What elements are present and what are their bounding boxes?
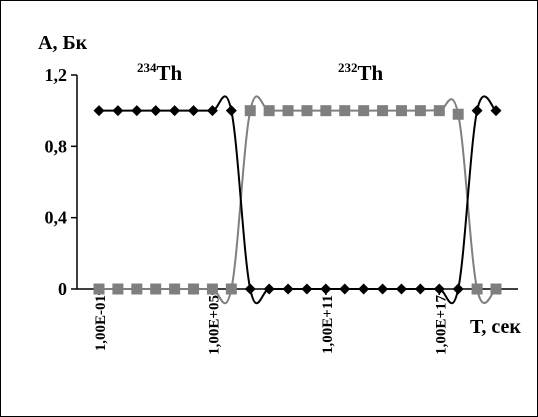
- y-axis-label: А, Бк: [38, 32, 88, 54]
- x-axis-label: Т, сек: [470, 316, 521, 338]
- square-marker: [150, 283, 162, 295]
- square-marker: [320, 105, 332, 117]
- square-marker: [131, 283, 143, 295]
- diamond-marker: [169, 105, 181, 117]
- series-2-line: [99, 95, 497, 305]
- y-tick-label: 0,8: [45, 136, 68, 156]
- square-marker: [377, 105, 389, 117]
- diamond-marker: [225, 105, 237, 117]
- diamond-marker: [471, 105, 483, 117]
- square-marker: [282, 105, 294, 117]
- x-tick-label: 1,00E+05: [206, 295, 222, 355]
- square-marker: [206, 283, 218, 295]
- square-marker: [414, 105, 426, 117]
- diamond-marker: [339, 283, 351, 295]
- series-2: [93, 95, 502, 305]
- diamond-marker: [301, 283, 313, 295]
- y-ticks: 0 0,4 0,8 1,2: [45, 65, 77, 299]
- square-marker: [244, 105, 256, 117]
- diamond-marker: [150, 105, 162, 117]
- diamond-marker: [263, 283, 275, 295]
- square-marker: [301, 105, 313, 117]
- y-tick-label: 0,4: [45, 208, 68, 228]
- diamond-marker: [93, 105, 105, 117]
- y-tick-label: 1,2: [45, 65, 68, 85]
- series-1: [93, 95, 502, 305]
- series: [93, 95, 502, 305]
- square-marker: [263, 105, 275, 117]
- isotope-label-th232-mass: 232: [338, 60, 358, 75]
- diamond-marker: [320, 283, 332, 295]
- x-tick-label: 1,00E+11: [320, 295, 336, 354]
- square-marker: [225, 283, 237, 295]
- square-marker: [93, 283, 105, 295]
- isotope-label-th234-mass: 234: [137, 60, 157, 75]
- isotope-label-th232-element: Th: [358, 61, 384, 85]
- diamond-marker: [131, 105, 143, 117]
- diamond-marker: [244, 283, 256, 295]
- square-marker: [188, 283, 200, 295]
- isotope-label-th234-element: Th: [157, 61, 183, 85]
- square-marker: [471, 283, 483, 295]
- axes: [76, 75, 518, 290]
- square-marker: [339, 105, 351, 117]
- x-tick-label: 1,00E-01: [93, 295, 109, 351]
- square-marker: [433, 105, 445, 117]
- diamond-marker: [282, 283, 294, 295]
- diamond-marker: [414, 283, 426, 295]
- y-tick-label: 0: [58, 279, 67, 299]
- diamond-marker: [433, 283, 445, 295]
- square-marker: [169, 283, 181, 295]
- square-marker: [490, 283, 502, 295]
- diamond-marker: [206, 105, 218, 117]
- square-marker: [452, 108, 464, 120]
- series-1-line: [99, 95, 497, 305]
- diamond-marker: [188, 105, 200, 117]
- square-marker: [395, 105, 407, 117]
- isotope-label-th232: 232Th: [338, 60, 384, 85]
- diamond-marker: [395, 283, 407, 295]
- diamond-marker: [377, 283, 389, 295]
- diamond-marker: [452, 283, 464, 295]
- diamond-marker: [112, 105, 124, 117]
- x-tick-label: 1,00E+17: [433, 295, 449, 355]
- diamond-marker: [358, 283, 370, 295]
- x-ticks: 1,00E-01 1,00E+05 1,00E+11 1,00E+17: [93, 289, 449, 355]
- square-marker: [112, 283, 124, 295]
- square-marker: [358, 105, 370, 117]
- diamond-marker: [490, 105, 502, 117]
- isotope-label-th234: 234Th: [137, 60, 183, 85]
